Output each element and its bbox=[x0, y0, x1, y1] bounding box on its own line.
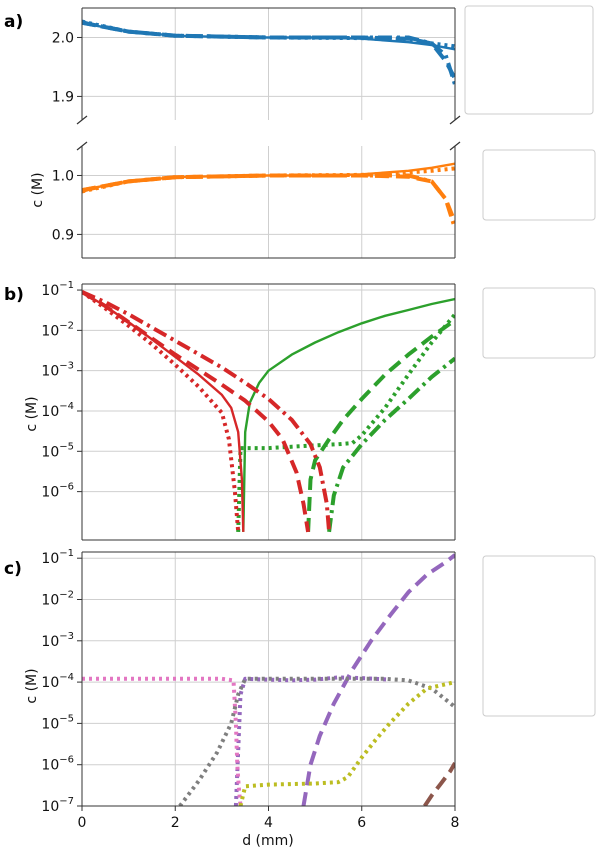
panel-a-lower-ytick-label: 1.0 bbox=[52, 168, 74, 184]
panel-a-upper-ytick-label: 1.9 bbox=[52, 89, 74, 105]
panel-c-ytick-label: 10−3 bbox=[41, 631, 74, 650]
series-h2so4-s3 bbox=[423, 761, 455, 806]
series-hso4-s3 bbox=[301, 553, 455, 806]
panel-c-xlabel: d (mm) bbox=[242, 833, 294, 849]
legend-panel-c-box bbox=[482, 555, 596, 717]
panel-b-ytick-label: 10−1 bbox=[41, 280, 74, 299]
series-oh-s2 bbox=[82, 290, 332, 533]
axis-break-mark bbox=[76, 115, 88, 125]
panel-a-lower-series-group bbox=[82, 162, 455, 230]
axis-break-mark bbox=[449, 141, 461, 151]
panel-a-upper-ytick-label: 2.0 bbox=[52, 30, 74, 46]
panel-c-ytick-label: 10−6 bbox=[41, 755, 74, 774]
legend-scenarios-box bbox=[464, 5, 594, 115]
panel-a-upper-series-group bbox=[82, 19, 455, 86]
legend-panel-a-box bbox=[482, 149, 596, 221]
panel-a-lower-frame bbox=[81, 146, 456, 259]
series-thb2-s4 bbox=[82, 676, 243, 806]
series-h-s3 bbox=[306, 318, 455, 532]
panel-c-ytick-label: 10−4 bbox=[41, 672, 74, 691]
plots-layer: 1.9 2.0 0.9 1.0 10−6 10−5 10−4 10−3 10−2 10−1 10−7… bbox=[41, 5, 596, 831]
panel-a-ylabel: c (M) bbox=[30, 172, 46, 207]
panel-b-ytick-label: 10−6 bbox=[41, 482, 74, 501]
series-h-s2 bbox=[327, 356, 455, 533]
series-oh-s3 bbox=[82, 290, 311, 533]
series-hso4-s4 bbox=[233, 675, 390, 806]
panel-c-ylabel: c (M) bbox=[24, 668, 40, 703]
series-hthb-s4 bbox=[178, 676, 455, 806]
panel-b-ytick-label: 10−3 bbox=[41, 361, 74, 380]
panel-c-ytick-label: 10−5 bbox=[41, 713, 74, 732]
panel-b-ytick-label: 10−2 bbox=[41, 320, 74, 339]
panel-c-ytick-label: 10−7 bbox=[41, 796, 74, 815]
panel-b-series-group bbox=[82, 290, 455, 533]
series-oh-s4 bbox=[82, 290, 241, 533]
panel-a-upper-frame bbox=[81, 7, 456, 120]
panel-b-grid bbox=[81, 284, 456, 540]
series-h2thb-s4 bbox=[238, 680, 455, 806]
panel-b-ytick-label: 10−4 bbox=[41, 401, 74, 420]
panel-b-label: b) bbox=[4, 285, 24, 305]
panel-b-frame bbox=[81, 283, 456, 541]
series-h-s4 bbox=[236, 313, 455, 532]
panel-b-ytick-label: 10−5 bbox=[41, 441, 74, 460]
panel-c-ytick-label: 10−1 bbox=[41, 548, 74, 567]
axis-break-mark bbox=[449, 115, 461, 125]
panel-b-ylabel: c (M) bbox=[24, 396, 40, 431]
panel-c-xtick-label: 0 bbox=[78, 815, 87, 831]
panel-c-grid bbox=[81, 552, 456, 807]
panel-a-lower-ytick-label: 0.9 bbox=[52, 227, 74, 243]
panel-a-upper-grid bbox=[81, 8, 456, 120]
legend-panel-b-box bbox=[482, 287, 596, 359]
panel-c-xtick-label: 4 bbox=[264, 815, 273, 831]
panel-c-ytick-label: 10−2 bbox=[41, 589, 74, 608]
panel-c-xtick-label: 6 bbox=[357, 815, 366, 831]
panel-c-xtick-label: 2 bbox=[171, 815, 180, 831]
panel-c-series-group bbox=[82, 553, 455, 806]
panel-c-label: c) bbox=[4, 559, 22, 579]
panel-c-xtick-label: 8 bbox=[451, 815, 460, 831]
axis-break-mark bbox=[76, 141, 88, 151]
panel-a-lower-grid bbox=[81, 146, 456, 258]
panel-a-label: a) bbox=[4, 12, 23, 32]
